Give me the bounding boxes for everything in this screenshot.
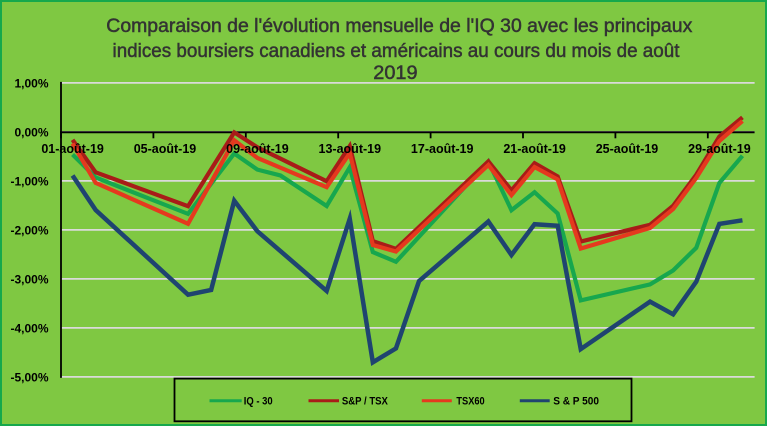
svg-text:indices boursiers canadiens et: indices boursiers canadiens et américain…: [113, 40, 681, 62]
svg-text:S&P / TSX: S&P / TSX: [342, 396, 389, 408]
svg-text:01-août-19: 01-août-19: [41, 142, 104, 156]
svg-text:-5,00%: -5,00%: [10, 370, 48, 384]
svg-text:17-août-19: 17-août-19: [411, 142, 474, 156]
svg-text:2019: 2019: [373, 62, 417, 84]
svg-text:IQ - 30: IQ - 30: [244, 396, 273, 408]
svg-text:-2,00%: -2,00%: [10, 223, 48, 237]
svg-text:05-août-19: 05-août-19: [134, 142, 197, 156]
svg-text:29-août-19: 29-août-19: [688, 142, 751, 156]
svg-text:-1,00%: -1,00%: [10, 174, 48, 188]
svg-text:13-août-19: 13-août-19: [319, 142, 382, 156]
svg-text:09-août-19: 09-août-19: [226, 142, 289, 156]
svg-text:0,00%: 0,00%: [14, 125, 48, 139]
svg-text:-4,00%: -4,00%: [10, 321, 48, 335]
svg-text:TSX60: TSX60: [456, 396, 484, 408]
svg-text:-3,00%: -3,00%: [10, 272, 48, 286]
svg-text:1,00%: 1,00%: [14, 76, 48, 90]
svg-text:Comparaison de l'évolution men: Comparaison de l'évolution mensuelle de …: [106, 15, 692, 37]
svg-text:21-août-19: 21-août-19: [503, 142, 566, 156]
svg-text:S & P 500: S & P 500: [553, 396, 599, 408]
svg-text:25-août-19: 25-août-19: [596, 142, 659, 156]
